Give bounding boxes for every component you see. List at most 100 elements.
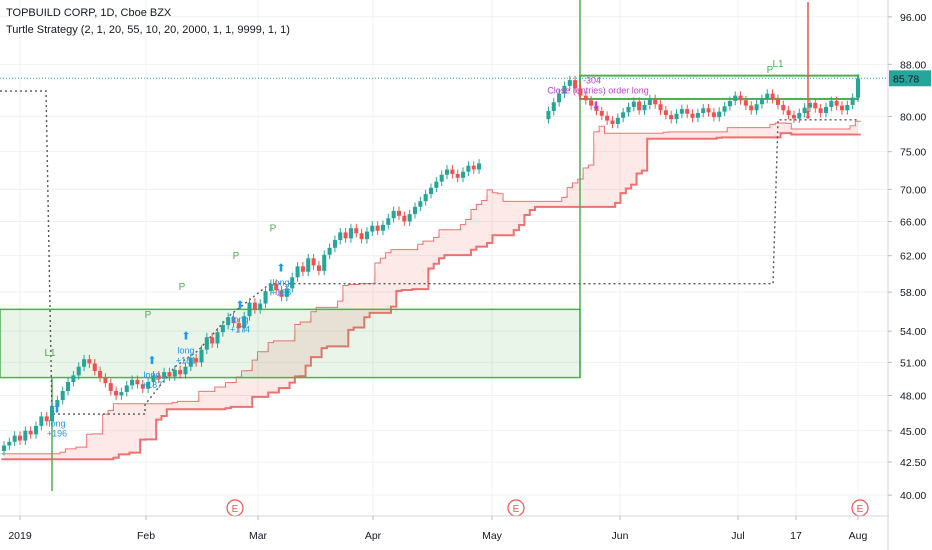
candle-body bbox=[82, 359, 87, 367]
candle-body bbox=[562, 85, 567, 94]
candle-body bbox=[210, 337, 215, 344]
candle-body bbox=[583, 95, 588, 101]
candle-body bbox=[354, 228, 359, 234]
candle-body bbox=[781, 104, 786, 111]
entry-arrow-icon: ⬆ bbox=[181, 330, 190, 342]
candle-body bbox=[850, 97, 855, 105]
candle-body bbox=[386, 218, 391, 225]
last-price-label: 85.78 bbox=[893, 73, 919, 85]
candle-body bbox=[450, 169, 455, 174]
candle-body bbox=[551, 102, 556, 111]
candle-body bbox=[690, 113, 695, 118]
candle-body bbox=[439, 174, 444, 182]
entry-value: +196 bbox=[47, 428, 67, 438]
candle-body bbox=[114, 390, 119, 396]
candle-body bbox=[418, 201, 423, 207]
candle-body bbox=[423, 194, 428, 202]
candle-body bbox=[220, 325, 225, 333]
candle-body bbox=[178, 369, 183, 375]
entry-label: long bbox=[48, 418, 65, 428]
candle-body bbox=[391, 210, 396, 219]
y-tick-label: 75.00 bbox=[900, 147, 926, 159]
candle-body bbox=[140, 384, 145, 389]
candle-body bbox=[380, 224, 385, 231]
candle-body bbox=[557, 93, 562, 103]
candle-body bbox=[428, 187, 434, 195]
candle-body bbox=[802, 107, 807, 114]
strategy-title: Turtle Strategy (2, 1, 20, 55, 10, 20, 2… bbox=[6, 24, 290, 36]
candle-body bbox=[199, 349, 204, 363]
candle-body bbox=[727, 100, 732, 107]
candle-body bbox=[546, 110, 551, 120]
exit-value: -304 bbox=[583, 75, 601, 85]
candle-body bbox=[370, 225, 375, 232]
candle-body bbox=[146, 382, 151, 389]
candle-body bbox=[338, 232, 343, 241]
candle-body bbox=[343, 232, 348, 239]
candle-body bbox=[236, 323, 241, 329]
candle-body bbox=[17, 435, 23, 441]
y-tick-label: 45.00 bbox=[900, 426, 926, 438]
candle-body bbox=[226, 317, 231, 326]
tag-label: L1 bbox=[44, 348, 56, 359]
candle-body bbox=[749, 105, 754, 111]
pyramid-label: P bbox=[179, 282, 186, 293]
candle-body bbox=[87, 359, 92, 364]
candle-body bbox=[791, 115, 796, 119]
candle-body bbox=[621, 112, 626, 118]
candle-body bbox=[599, 110, 604, 116]
y-tick-label: 51.00 bbox=[900, 357, 926, 369]
y-tick-label: 70.00 bbox=[900, 184, 926, 196]
candle-body bbox=[194, 358, 199, 363]
entry-signals: ⬆long+196⬆long+187⬆long+181⬆long+174⬆lon… bbox=[44, 2, 813, 438]
candle-body bbox=[818, 108, 823, 114]
candle-body bbox=[98, 371, 103, 378]
earnings-label: E bbox=[857, 504, 864, 515]
candle-body bbox=[685, 108, 690, 114]
candle-body bbox=[247, 302, 252, 317]
x-tick-label: Mar bbox=[249, 530, 268, 542]
candle-body bbox=[711, 112, 716, 118]
candle-body bbox=[477, 163, 482, 170]
candle-body bbox=[567, 80, 572, 86]
candle-body bbox=[92, 363, 97, 372]
candle-body bbox=[412, 206, 418, 215]
candle-body bbox=[797, 113, 802, 119]
candle-body bbox=[829, 100, 834, 107]
candle-body bbox=[663, 110, 668, 116]
earnings-label: E bbox=[513, 504, 520, 515]
candle-body bbox=[12, 435, 17, 442]
y-tick-label: 42.50 bbox=[900, 457, 926, 469]
pyramid-label: P bbox=[767, 65, 774, 76]
exit-channel bbox=[1, 120, 861, 461]
candle-body bbox=[855, 78, 861, 98]
entry-arrow-icon: ⬆ bbox=[235, 299, 244, 311]
symbol-title: TOPBUILD CORP, 1D, Cboe BZX bbox=[6, 7, 172, 19]
candle-body bbox=[759, 98, 764, 105]
candle-body bbox=[658, 104, 663, 111]
candle-body bbox=[124, 385, 129, 393]
candle-body bbox=[717, 111, 722, 118]
candle-body bbox=[204, 337, 209, 350]
candle-body bbox=[130, 379, 135, 386]
candle-body bbox=[706, 108, 711, 113]
candle-body bbox=[332, 240, 337, 248]
candle-body bbox=[722, 106, 727, 112]
candle-body bbox=[375, 225, 380, 231]
candle-body bbox=[295, 266, 300, 278]
candle-body bbox=[733, 95, 738, 101]
tag-label: L1 bbox=[772, 59, 784, 70]
candle-body bbox=[460, 171, 466, 178]
candle-body bbox=[786, 110, 791, 116]
pyramid-label: P bbox=[233, 251, 240, 262]
entry-zone-box bbox=[0, 308, 581, 379]
earnings-label: E bbox=[232, 504, 239, 515]
candle-body bbox=[770, 93, 775, 99]
x-tick-label: Feb bbox=[137, 530, 155, 542]
candle-body bbox=[679, 108, 684, 114]
pyramid-label: P bbox=[270, 224, 277, 235]
exit-arrow-icon: ⬇ bbox=[591, 101, 600, 113]
